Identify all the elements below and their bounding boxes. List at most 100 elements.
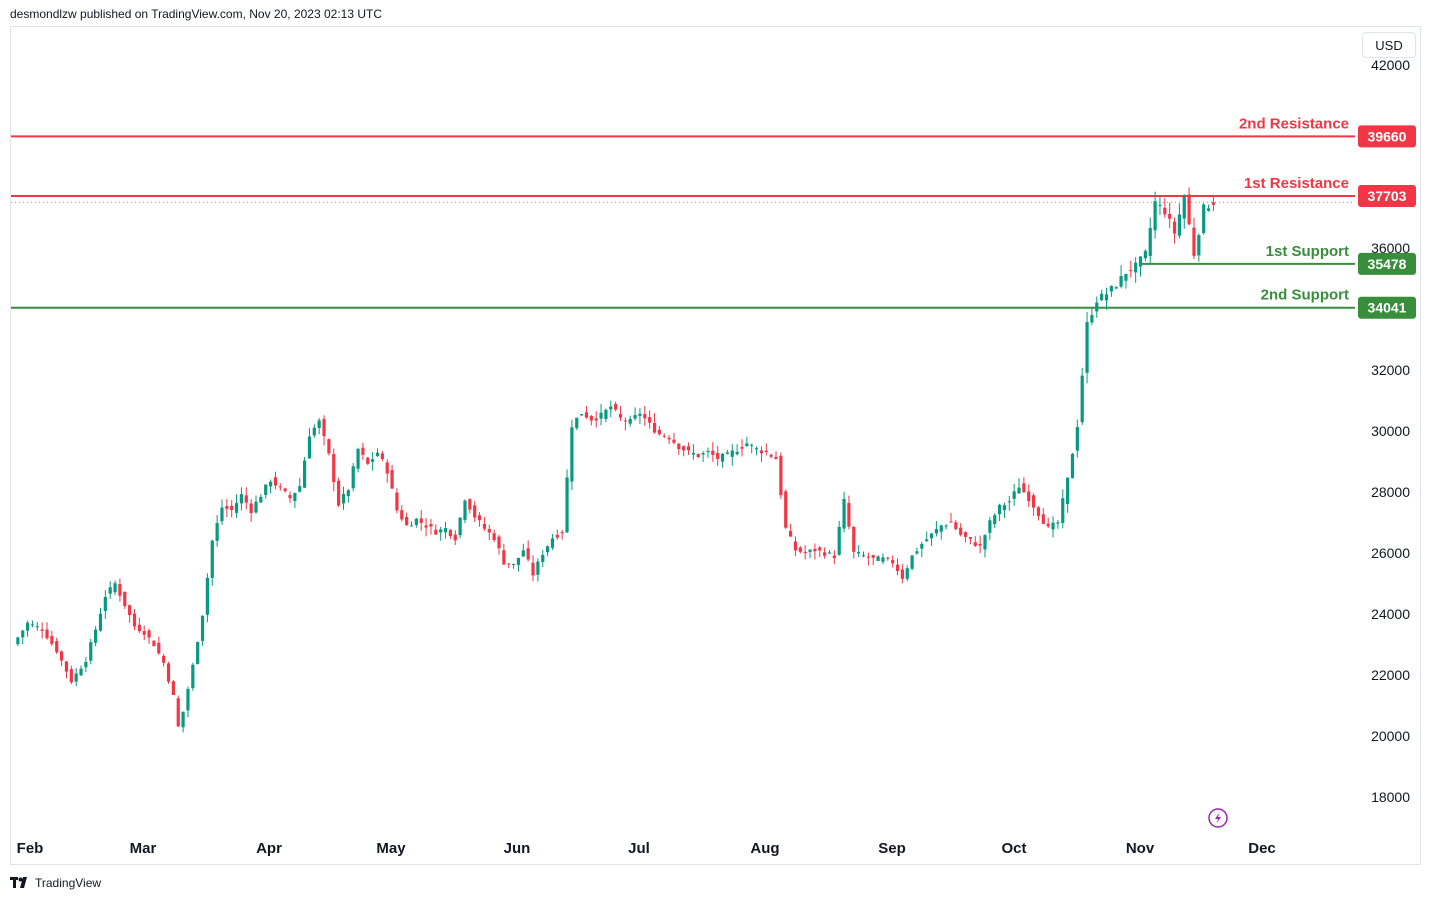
candle-body [152,640,156,647]
candle-body [497,536,501,549]
candle-body [1187,194,1191,225]
candle-body [895,564,900,572]
candle-body [861,555,866,557]
candle-body [628,418,632,424]
candle-body [857,552,861,554]
candle-body [157,642,161,654]
month-label: Oct [1001,840,1026,857]
candle-body [1104,294,1109,301]
price-tick-label: 18000 [1371,789,1410,805]
candle-body [254,501,258,513]
candle-body [1075,427,1079,451]
candle-body [317,420,321,429]
candle-body [648,417,652,423]
candle-body [171,681,175,695]
candle-body [303,460,307,488]
candle-body [667,437,671,440]
2nd-resistance-badge-value: 39660 [1368,128,1407,144]
candle-body [934,529,938,534]
candle-body [599,412,603,419]
month-label: Sep [878,840,906,857]
candle-body [487,529,491,533]
tradingview-branding[interactable]: TradingView [10,876,101,890]
candle-body [230,505,234,511]
candle-body [142,631,146,635]
candle-body [293,493,297,502]
candle-body [711,450,715,455]
candle-body [1080,375,1084,423]
candle-body [191,664,195,689]
month-label: Mar [130,840,157,857]
candle-body [424,525,428,528]
candle-body [866,556,870,558]
candle-body [1172,221,1177,234]
candle-body [827,552,832,554]
candle-body [463,500,467,521]
candle-body [511,563,516,565]
candle-body [225,506,229,509]
candle-body [239,494,244,504]
candle-body [944,525,948,527]
candle-body [220,507,224,522]
candle-body [210,540,214,578]
candle-body [1143,250,1147,259]
candle-body [64,661,69,672]
candle-body [1061,498,1065,523]
candle-body [1206,208,1211,211]
candle-body [988,520,992,533]
candle-body [769,454,773,457]
price-tick-label: 24000 [1371,606,1410,622]
candle-body [468,499,472,510]
candle-body [1017,487,1021,494]
candle-body [1109,286,1113,292]
candle-body [113,583,117,593]
time-axis: Feb Mar Apr May Jun Jul Aug Sep Oct Nov Dec [17,840,1276,857]
candle-body [536,561,540,575]
candle-body [657,429,661,435]
candle-body [652,423,657,433]
candle-body [638,413,642,416]
candle-body [1085,321,1089,373]
candle-body [259,496,263,503]
1st-resistance-label: 1st Resistance [1244,175,1349,192]
candle-body [30,624,35,626]
month-label: Feb [17,840,44,857]
candle-body [983,535,987,550]
levels-layer: 2nd Resistance 1st Resistance 1st Support 2… [11,115,1355,309]
candle-body [730,450,734,457]
candle-body [1177,214,1181,236]
candle-body [580,414,584,416]
candle-body [1158,204,1162,206]
candle-body [1056,522,1060,524]
candle-body [84,661,88,668]
candle-body [1202,204,1206,233]
candle-body [448,530,452,537]
candle-body [103,596,107,612]
lightning-icon[interactable] [1208,808,1228,828]
candle-body [307,436,312,459]
candle-body [720,453,725,462]
candle-body [847,503,851,527]
candle-body [351,466,355,489]
candle-body [196,642,200,664]
currency-button[interactable]: USD [1362,32,1416,58]
candle-body [541,554,545,562]
candle-body [1163,207,1167,215]
candle-body [740,447,744,449]
candle-body [477,515,482,521]
candle-body [419,518,423,523]
candle-body [132,613,137,627]
candle-body [973,542,977,546]
candles-layer [11,187,1355,733]
month-label: Jun [504,840,531,857]
candle-body [565,477,569,533]
candle-body [759,450,764,454]
candle-body [832,555,836,559]
candle-body [45,629,49,639]
candle-body [181,711,185,728]
candle-body [128,605,132,616]
candle-body [691,453,695,455]
candle-body [176,698,180,727]
candle-body [546,546,550,553]
